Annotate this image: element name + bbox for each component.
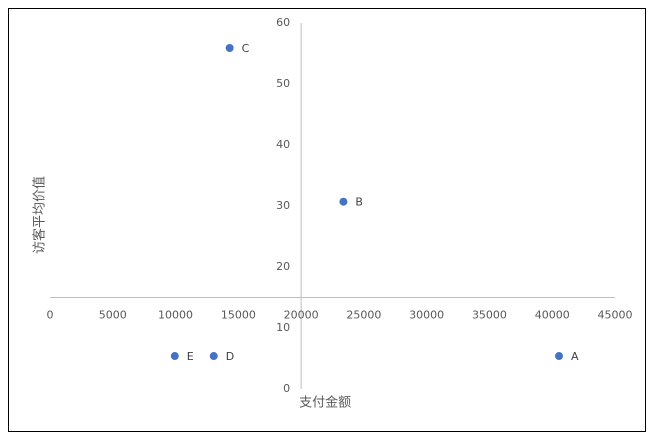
y-tick-label: 40 <box>276 138 290 151</box>
x-tick-label: 40000 <box>535 309 570 322</box>
point-label: A <box>571 350 579 363</box>
y-tick-label: 50 <box>276 77 290 90</box>
x-tick-label: 30000 <box>409 309 444 322</box>
y-tick-label: 60 <box>276 16 290 29</box>
point <box>225 44 234 53</box>
x-tick-label: 5000 <box>99 309 127 322</box>
x-tick-label: 0 <box>47 309 54 322</box>
point-label: C <box>242 42 250 55</box>
chart-border <box>8 8 646 432</box>
point-label: E <box>187 350 194 363</box>
x-axis-label: 支付金额 <box>299 395 351 411</box>
x-tick-label: 45000 <box>598 309 633 322</box>
point <box>170 352 179 361</box>
point-label: D <box>226 350 234 363</box>
x-tick-label: 10000 <box>158 309 193 322</box>
point <box>209 352 218 361</box>
y-tick-label: 10 <box>276 321 290 334</box>
x-tick-label: 25000 <box>346 309 381 322</box>
point-label: B <box>355 196 363 209</box>
point <box>339 197 348 206</box>
y-tick-label: 20 <box>276 260 290 273</box>
y-tick-label: 30 <box>276 199 290 212</box>
point <box>555 352 564 361</box>
y-tick-label: 0 <box>283 382 290 395</box>
x-tick-label: 15000 <box>221 309 256 322</box>
y-axis-label: 访客平均价值 <box>32 176 48 254</box>
x-tick-label: 20000 <box>284 309 319 322</box>
x-tick-label: 35000 <box>472 309 507 322</box>
